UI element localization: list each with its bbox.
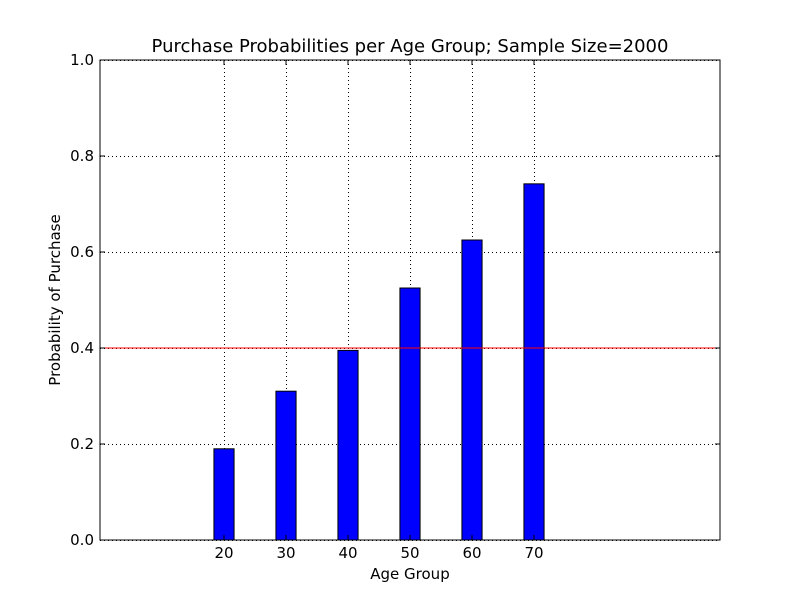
bar-30	[275, 390, 297, 541]
x-axis-ticks: 20 30 40 50 60 70	[214, 60, 544, 562]
y-axis-ticks: 0.0 0.2 0.4 0.6 0.8 1.0	[70, 51, 720, 549]
x-tick-label: 70	[524, 544, 543, 562]
y-axis-label: Probability of Purchase	[46, 214, 64, 385]
x-tick-label: 40	[338, 544, 357, 562]
y-tick-label: 0.6	[70, 243, 94, 261]
x-tick-label: 60	[462, 544, 481, 562]
x-tick-label: 30	[276, 544, 295, 562]
chart-title: Purchase Probabilities per Age Group; Sa…	[152, 36, 669, 57]
y-tick-label: 0.8	[70, 147, 94, 165]
bar-40	[337, 349, 359, 541]
x-tick-label: 20	[214, 544, 233, 562]
bar-20	[213, 448, 235, 541]
bar-70	[523, 183, 545, 541]
x-tick-label: 50	[400, 544, 419, 562]
bar-50	[399, 287, 421, 541]
bar-60	[461, 239, 483, 541]
y-tick-label: 1.0	[70, 51, 94, 69]
y-tick-label: 0.0	[70, 531, 94, 549]
x-axis-label: Age Group	[370, 565, 449, 583]
y-tick-label: 0.4	[70, 339, 94, 357]
y-tick-label: 0.2	[70, 435, 94, 453]
